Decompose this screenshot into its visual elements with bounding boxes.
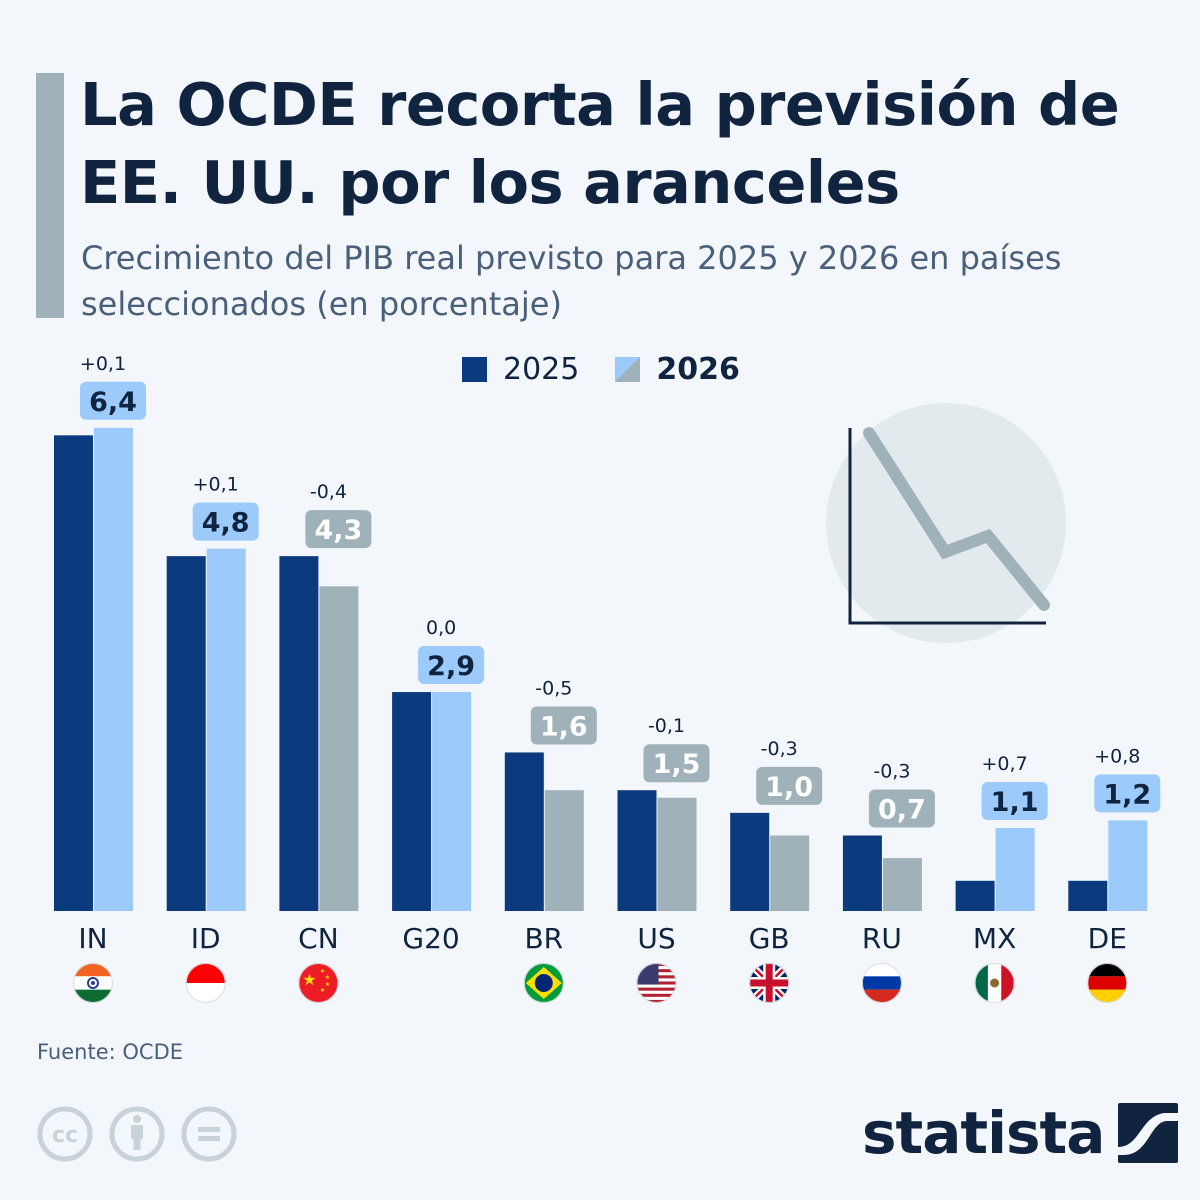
bar-2026-cn [319,586,359,911]
uk-flag-icon [749,963,790,1003]
bar-2026-id [206,548,246,911]
brazil-flag-icon [523,963,564,1003]
value-label-2026: 1,2 [1103,779,1151,810]
bar-2025-g20 [392,692,432,911]
usa-flag-icon [636,963,677,1003]
bar-2025-id [166,556,206,911]
value-label-2026: 6,4 [89,387,137,418]
x-tick-label-cn: CN [298,922,339,955]
bar-2025-us [617,790,657,911]
bar-2025-br [504,752,544,911]
attribution-icon[interactable] [108,1105,166,1163]
value-label-box-ru [868,789,935,828]
value-label-box-id [192,502,259,541]
svg-text:★: ★ [320,968,325,975]
svg-text:★: ★ [302,970,316,989]
svg-text:cc: cc [52,1123,78,1148]
title-accent-bar [36,73,64,318]
china-flag-icon: ★ ★★★★ [298,963,339,1003]
x-tick-label-gb: GB [749,922,790,955]
value-label-box-cn [305,510,372,549]
change-label: -0,5 [535,677,572,699]
change-label: -0,4 [310,481,347,503]
change-label: 0,0 [426,617,456,639]
value-label-box-in [80,381,146,420]
value-label-box-de [1094,774,1161,813]
x-tick-label-g20: G20 [402,922,459,955]
x-tick-label-mx: MX [973,922,1016,955]
x-tick-label-br: BR [524,922,563,955]
change-label: +0,1 [193,474,239,496]
legend-swatch-2025 [462,357,487,382]
legend-label-2025: 2025 [503,352,580,387]
decline-illustration-icon [826,403,1066,643]
chart-subtitle: Crecimiento del PIB real previsto para 2… [81,239,1062,323]
bar-2026-us [657,797,697,911]
x-tick-label-us: US [637,922,675,955]
germany-flag-icon [1087,963,1128,1003]
indonesia-flag-icon [185,963,226,1003]
value-label-box-br [530,706,597,745]
bar-2025-in [54,435,93,911]
x-tick-label-ru: RU [862,922,902,955]
bar-2026-de [1108,820,1148,911]
value-label-2026: 1,5 [653,749,701,780]
statista-wordmark: statista [862,1099,1105,1167]
bar-2025-gb [730,812,770,911]
value-label-2026: 4,3 [314,515,362,546]
svg-text:★: ★ [325,981,330,988]
value-label-2026: 1,1 [991,787,1039,818]
svg-text:★: ★ [325,974,330,981]
bar-2025-ru [842,835,882,911]
bar-2026-g20 [432,692,472,911]
change-label: +0,7 [982,753,1028,775]
change-label: -0,3 [761,738,798,760]
change-label: -0,1 [648,715,685,737]
bar-2026-mx [995,827,1035,911]
russia-flag-icon [861,963,902,1003]
change-label: -0,3 [873,761,910,783]
statista-logo-icon [1118,1103,1179,1163]
statista-logo[interactable]: statista [862,1098,1179,1168]
change-label: +0,1 [80,353,126,375]
legend: 2025 2026 [462,352,740,387]
source-note: Fuente: OCDE [37,1040,184,1064]
bar-2026-gb [770,835,810,911]
creative-commons-icon[interactable]: cc [36,1105,94,1163]
bar-chart: 6,4 +0,1 4,8 +0,1 4,3 -0,4 2,9 0,0 1,6 -0,5 1,5 -0,… [54,353,1161,1003]
value-label-2026: 4,8 [202,508,250,539]
india-flag-icon [73,963,113,1003]
value-label-2026: 1,0 [765,772,813,803]
change-label: +0,8 [1094,745,1140,767]
value-label-box-gb [756,766,823,805]
bar-2026-ru [882,858,922,911]
license-icons: cc [36,1105,238,1163]
bar-2026-in [94,427,133,911]
bar-2025-de [1068,880,1108,911]
bar-2026-br [544,790,584,911]
mexico-flag-icon [974,963,1015,1003]
value-label-box-mx [981,781,1048,820]
value-label-box-us [643,744,710,783]
x-tick-label-in: IN [78,922,107,955]
x-tick-label-id: ID [191,922,221,955]
value-label-2026: 0,7 [878,795,926,826]
bar-2025-cn [279,556,319,911]
bar-2025-mx [955,880,995,911]
svg-text:★: ★ [320,987,325,994]
value-label-box-g20 [418,646,485,685]
legend-swatch-2026 [615,357,641,382]
value-label-2026: 2,9 [427,651,475,682]
legend-label-2026: 2026 [656,352,740,387]
value-label-2026: 1,6 [540,711,588,742]
x-tick-label-de: DE [1088,922,1127,955]
no-derivatives-icon[interactable] [180,1105,238,1163]
chart-title: La OCDE recorta la previsión de EE. UU. … [80,70,1120,217]
